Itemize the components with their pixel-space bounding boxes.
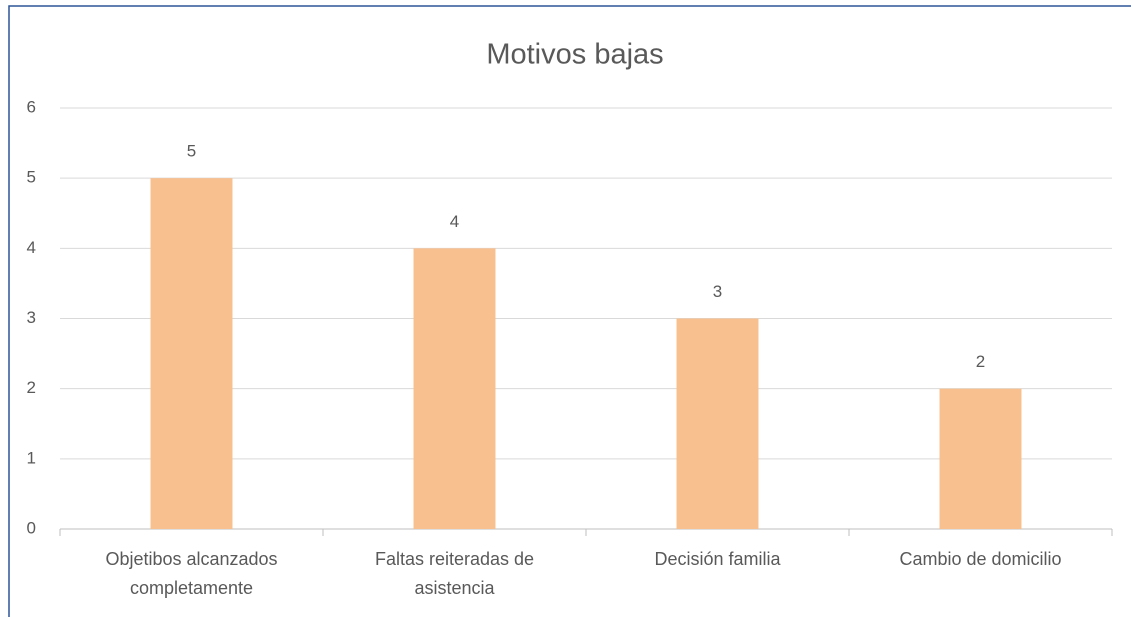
y-tick-label: 3 [27, 308, 36, 327]
bar [939, 388, 1022, 529]
chart-title: Motivos bajas [486, 39, 663, 71]
data-label: 2 [976, 352, 985, 371]
y-tick-label: 1 [27, 448, 36, 467]
x-tick-label: Faltas reiteradas de asistencia [374, 549, 535, 598]
axis-separators [59, 529, 1113, 536]
x-tick-label: Decisión familia [654, 549, 781, 569]
data-label: 4 [450, 212, 459, 231]
y-tick-label: 5 [27, 168, 36, 187]
x-tick-label: Cambio de domicilio [899, 549, 1062, 569]
y-tick-label: 0 [27, 518, 36, 537]
bar [150, 178, 233, 529]
y-tick-label: 6 [27, 97, 36, 116]
data-label: 5 [187, 142, 196, 161]
data-label: 3 [713, 282, 722, 301]
bar [676, 318, 759, 529]
frame [8, 5, 1131, 617]
y-tick-label: 4 [27, 238, 36, 257]
bar [413, 248, 496, 530]
x-tick-label: Objetibos alcanzados completamente [105, 549, 278, 598]
y-tick-label: 2 [27, 378, 36, 397]
